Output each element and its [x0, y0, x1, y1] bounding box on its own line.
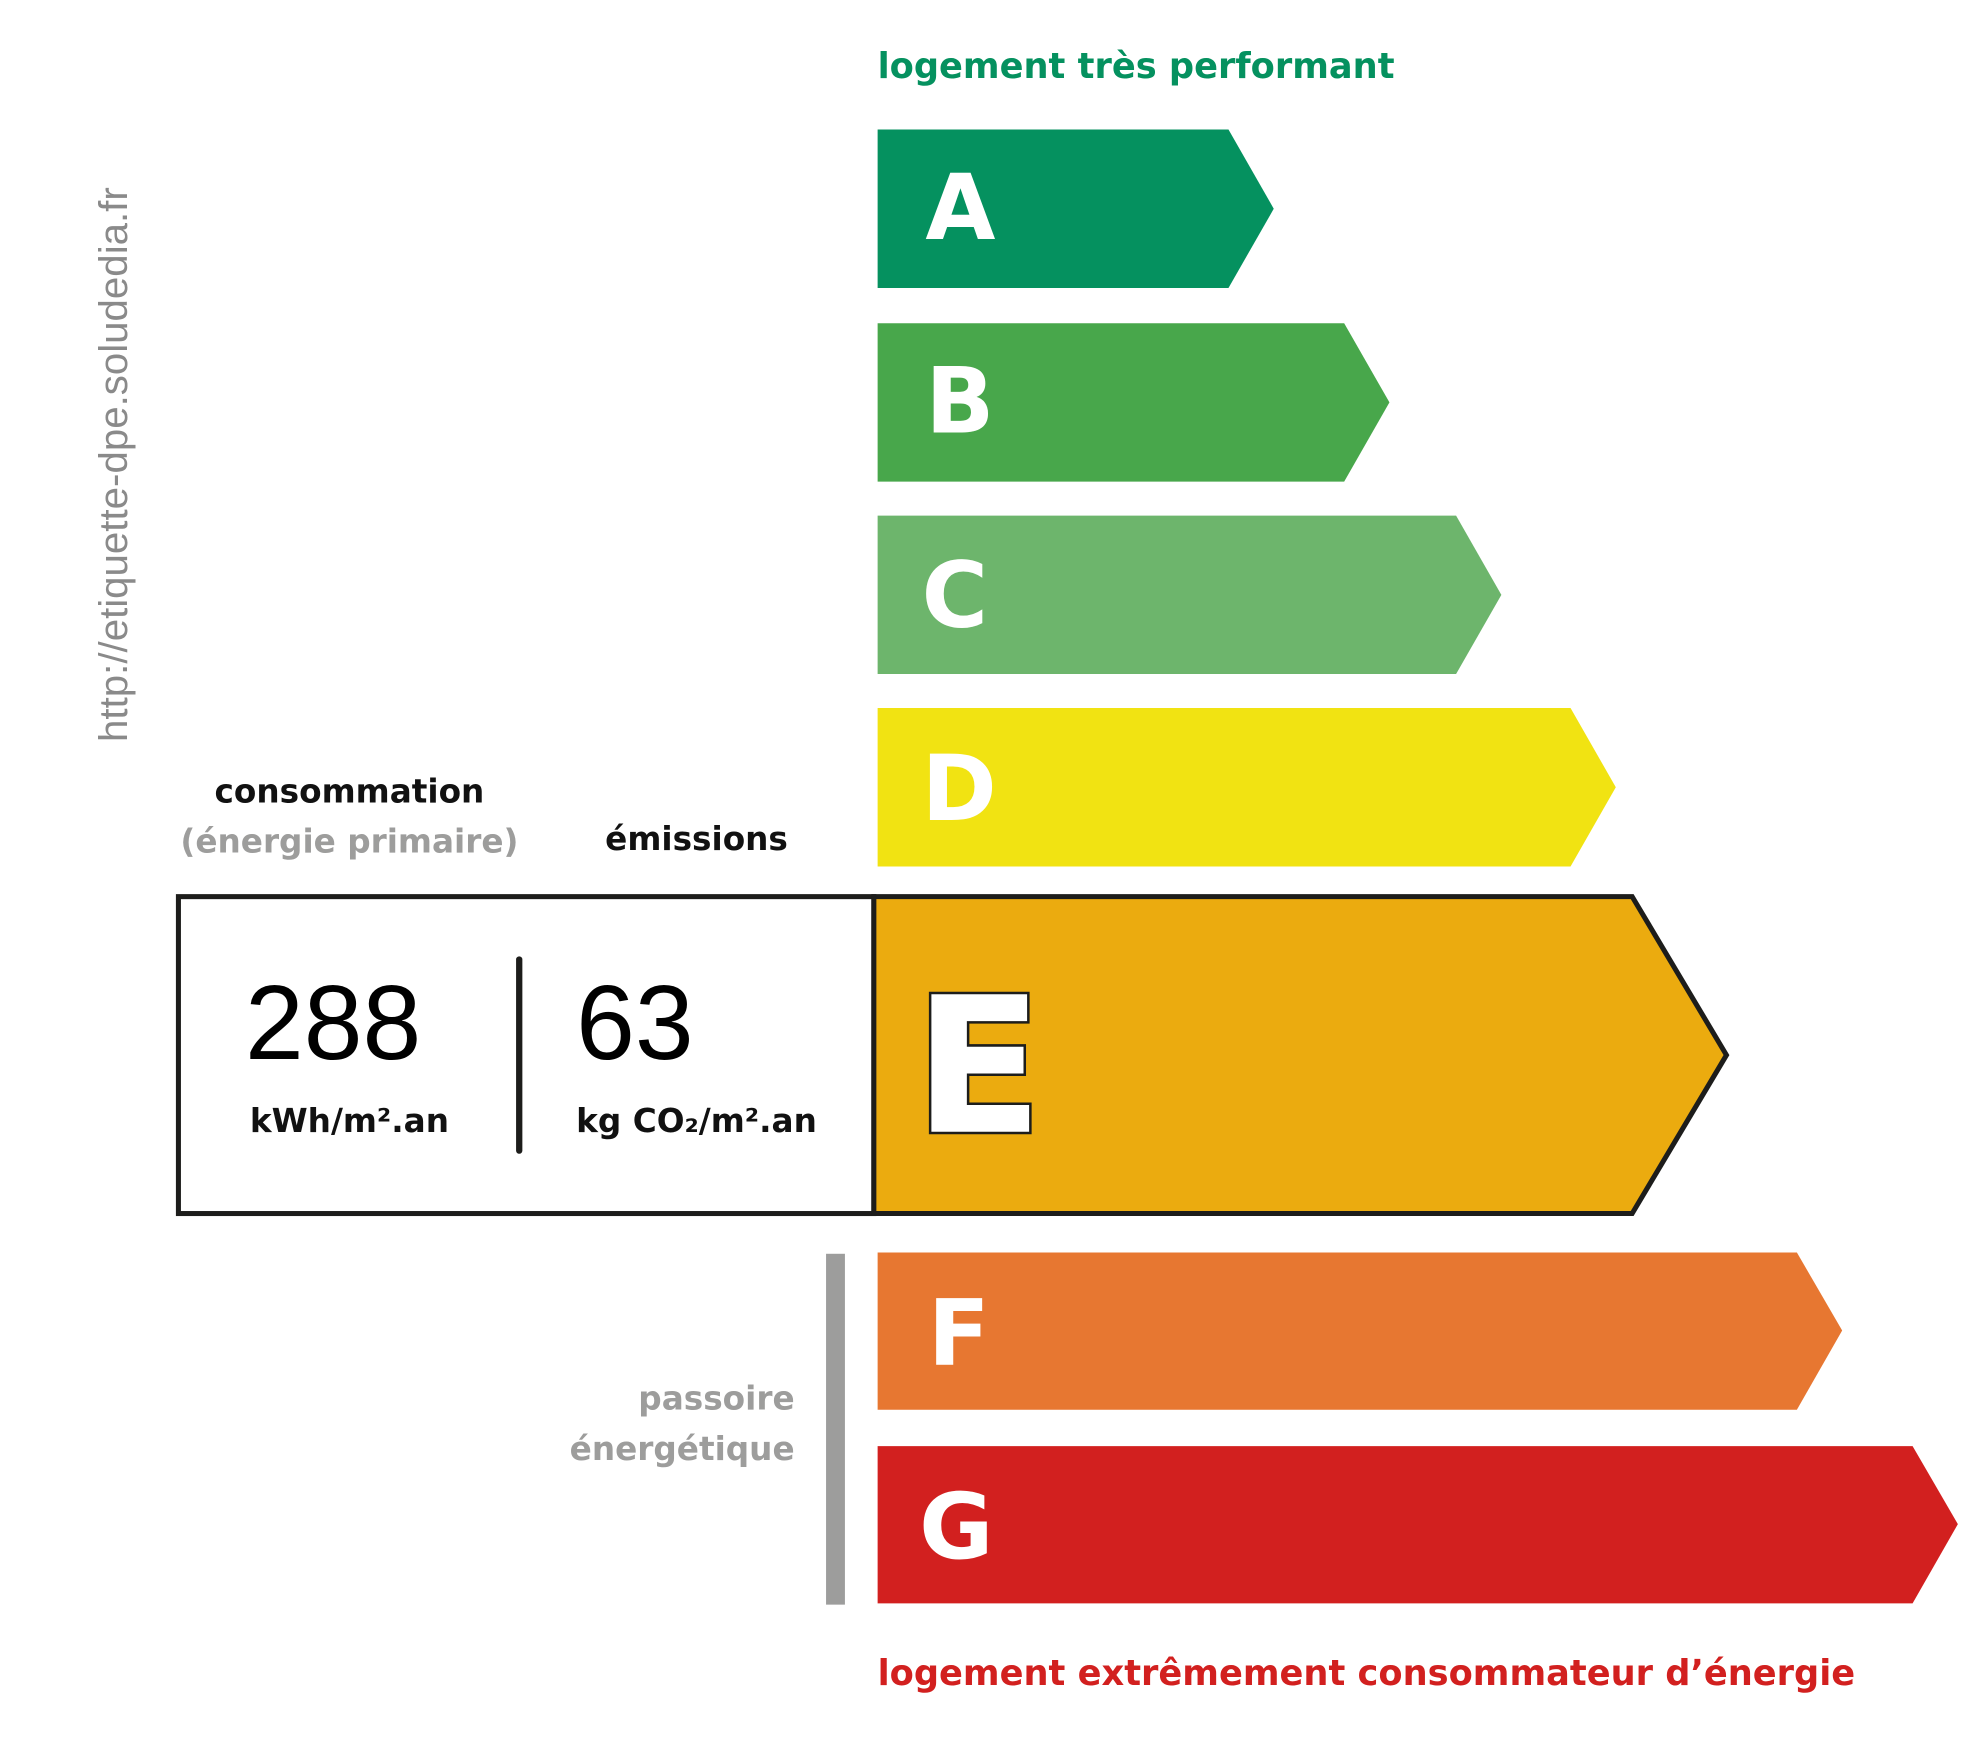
class-letter: C: [922, 543, 988, 648]
passoire-line2: énergétique: [570, 1430, 795, 1468]
emissions-title: émissions: [605, 820, 788, 858]
consumption-value: 288: [245, 964, 421, 1082]
class-b-arrow: B: [877, 323, 1390, 482]
class-letter: A: [925, 156, 995, 261]
top-label: logement très performant: [878, 46, 1395, 87]
emissions-value: 63: [576, 964, 694, 1082]
emissions-unit: kg CO₂/m².an: [576, 1102, 817, 1140]
consumption-title: consommation: [215, 772, 485, 810]
class-f-arrow: F: [877, 1252, 1843, 1410]
passoire-line1: passoire: [638, 1380, 794, 1418]
watermark-url: http://etiquette-dpe.soludedia.fr: [91, 187, 136, 742]
consumption-unit: kWh/m².an: [250, 1102, 449, 1140]
class-letter: B: [925, 350, 994, 455]
class-d-arrow: D: [877, 708, 1616, 867]
bottom-label: logement extrêmement consommateur d’éner…: [878, 1653, 1856, 1694]
consumption-subtitle: (énergie primaire): [180, 823, 518, 861]
class-g-arrow: G: [877, 1446, 1958, 1604]
class-a-arrow: A: [877, 129, 1274, 288]
class-letter: D: [922, 737, 997, 842]
passoire-bar: [826, 1253, 845, 1605]
class-letter: F: [928, 1281, 990, 1386]
current-class-letter: E: [914, 958, 1043, 1177]
class-letter: G: [919, 1475, 993, 1580]
current-class-box: 288 kWh/m².an 63 kg CO₂/m².an E: [175, 894, 1730, 1217]
class-c-arrow: C: [877, 515, 1502, 675]
